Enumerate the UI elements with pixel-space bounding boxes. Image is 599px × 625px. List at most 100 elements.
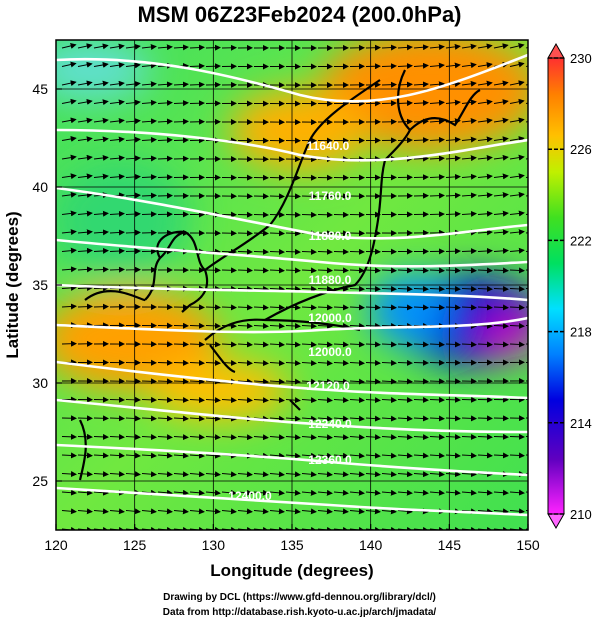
map-title: MSM 06Z23Feb2024 (200.0hPa) — [137, 2, 462, 27]
wind-arrow — [429, 341, 445, 348]
wind-arrow — [445, 118, 461, 125]
wind-arrow — [333, 360, 349, 367]
wind-arrow — [477, 452, 493, 459]
wind-arrow — [461, 452, 477, 459]
x-tick-label: 150 — [516, 537, 540, 553]
wind-arrow — [509, 452, 525, 459]
wind-arrow — [61, 284, 77, 291]
wind-arrow — [413, 396, 429, 403]
wind-arrow — [365, 397, 381, 404]
wind-arrow — [477, 43, 493, 50]
height-contour — [56, 486, 528, 517]
wind-arrow — [93, 229, 109, 236]
wind-arrow — [221, 471, 237, 478]
wind-arrow — [493, 154, 509, 161]
wind-arrow — [445, 173, 461, 180]
wind-arrow — [333, 248, 349, 255]
wind-arrow — [333, 434, 349, 441]
wind-arrow — [477, 229, 493, 236]
wind-arrow — [125, 80, 141, 87]
wind-arrow — [125, 136, 141, 143]
wind-arrow — [509, 285, 525, 292]
wind-arrow — [109, 155, 125, 162]
height-contour — [56, 238, 528, 268]
wind-arrow — [397, 285, 413, 292]
wind-arrow — [317, 323, 333, 329]
wind-arrow — [349, 285, 365, 292]
wind-arrow — [173, 452, 189, 459]
wind-arrow — [77, 471, 93, 478]
wind-arrow — [253, 489, 269, 496]
wind-arrow — [77, 61, 93, 68]
wind-arrow — [493, 136, 509, 143]
wind-arrow — [61, 229, 77, 236]
wind-arrow — [221, 415, 237, 422]
wind-arrow — [141, 81, 157, 88]
wind-arrow — [173, 508, 189, 515]
wind-arrow — [93, 154, 109, 161]
wind-arrow — [445, 192, 461, 199]
wind-arrow — [493, 192, 509, 198]
colorbar-tick-label: 222 — [570, 233, 592, 248]
wind-arrow — [77, 303, 93, 310]
wind-arrow — [333, 508, 349, 515]
wind-arrow — [93, 173, 109, 180]
wind-arrow — [269, 452, 285, 459]
wind-arrow — [349, 378, 365, 385]
wind-arrow — [285, 415, 301, 422]
wind-arrow — [445, 415, 461, 422]
wind-arrow — [157, 155, 173, 162]
wind-arrow — [173, 434, 189, 441]
wind-arrow — [141, 174, 157, 181]
contour-label: 12400.0 — [228, 489, 272, 503]
wind-arrow — [285, 471, 301, 478]
height-contours: 11640.0 11760.0 11880.0 11880.0 12000.0 12000… — [56, 53, 528, 517]
wind-arrow — [349, 397, 365, 404]
wind-arrow — [141, 44, 157, 51]
wind-arrow — [477, 62, 493, 68]
wind-arrow — [413, 415, 429, 422]
wind-arrow — [461, 267, 477, 274]
contour-label: 12360.0 — [308, 453, 352, 467]
contour-label: 11640.0 — [307, 139, 350, 153]
wind-arrow — [493, 452, 509, 459]
wind-arrow — [477, 285, 493, 292]
wind-arrow — [477, 508, 493, 515]
wind-arrow — [365, 378, 381, 385]
wind-arrow — [109, 136, 125, 143]
wind-arrow — [253, 341, 269, 348]
wind-arrow — [269, 360, 285, 367]
wind-arrow — [429, 452, 445, 459]
wind-arrow — [317, 508, 333, 515]
wind-arrow — [477, 304, 493, 311]
wind-arrow — [413, 341, 429, 348]
wind-arrow — [413, 434, 429, 441]
wind-arrow — [509, 229, 525, 236]
wind-arrow — [333, 452, 349, 459]
wind-arrow — [317, 267, 333, 274]
wind-arrow — [397, 267, 413, 274]
wind-arrow — [109, 80, 125, 87]
contour-label: 12120.0 — [306, 379, 350, 393]
wind-arrow — [141, 434, 157, 441]
wind-arrow — [301, 267, 317, 274]
wind-arrow — [109, 471, 125, 478]
wind-arrow — [157, 137, 173, 144]
wind-arrow — [285, 230, 301, 237]
wind-arrow — [477, 489, 493, 496]
wind-arrow — [381, 489, 397, 496]
wind-arrow — [477, 192, 493, 199]
wind-arrow — [429, 62, 445, 69]
wind-arrow — [365, 322, 381, 329]
wind-arrow — [493, 80, 509, 87]
wind-arrow — [381, 508, 397, 515]
height-contour — [56, 128, 528, 162]
wind-arrow — [509, 61, 525, 68]
height-contour — [56, 283, 528, 302]
wind-arrow — [157, 378, 173, 385]
wind-arrow — [301, 323, 317, 330]
wind-arrow — [509, 136, 525, 142]
wind-arrow — [381, 44, 397, 51]
wind-arrow — [333, 397, 349, 404]
wind-arrow — [61, 173, 77, 180]
